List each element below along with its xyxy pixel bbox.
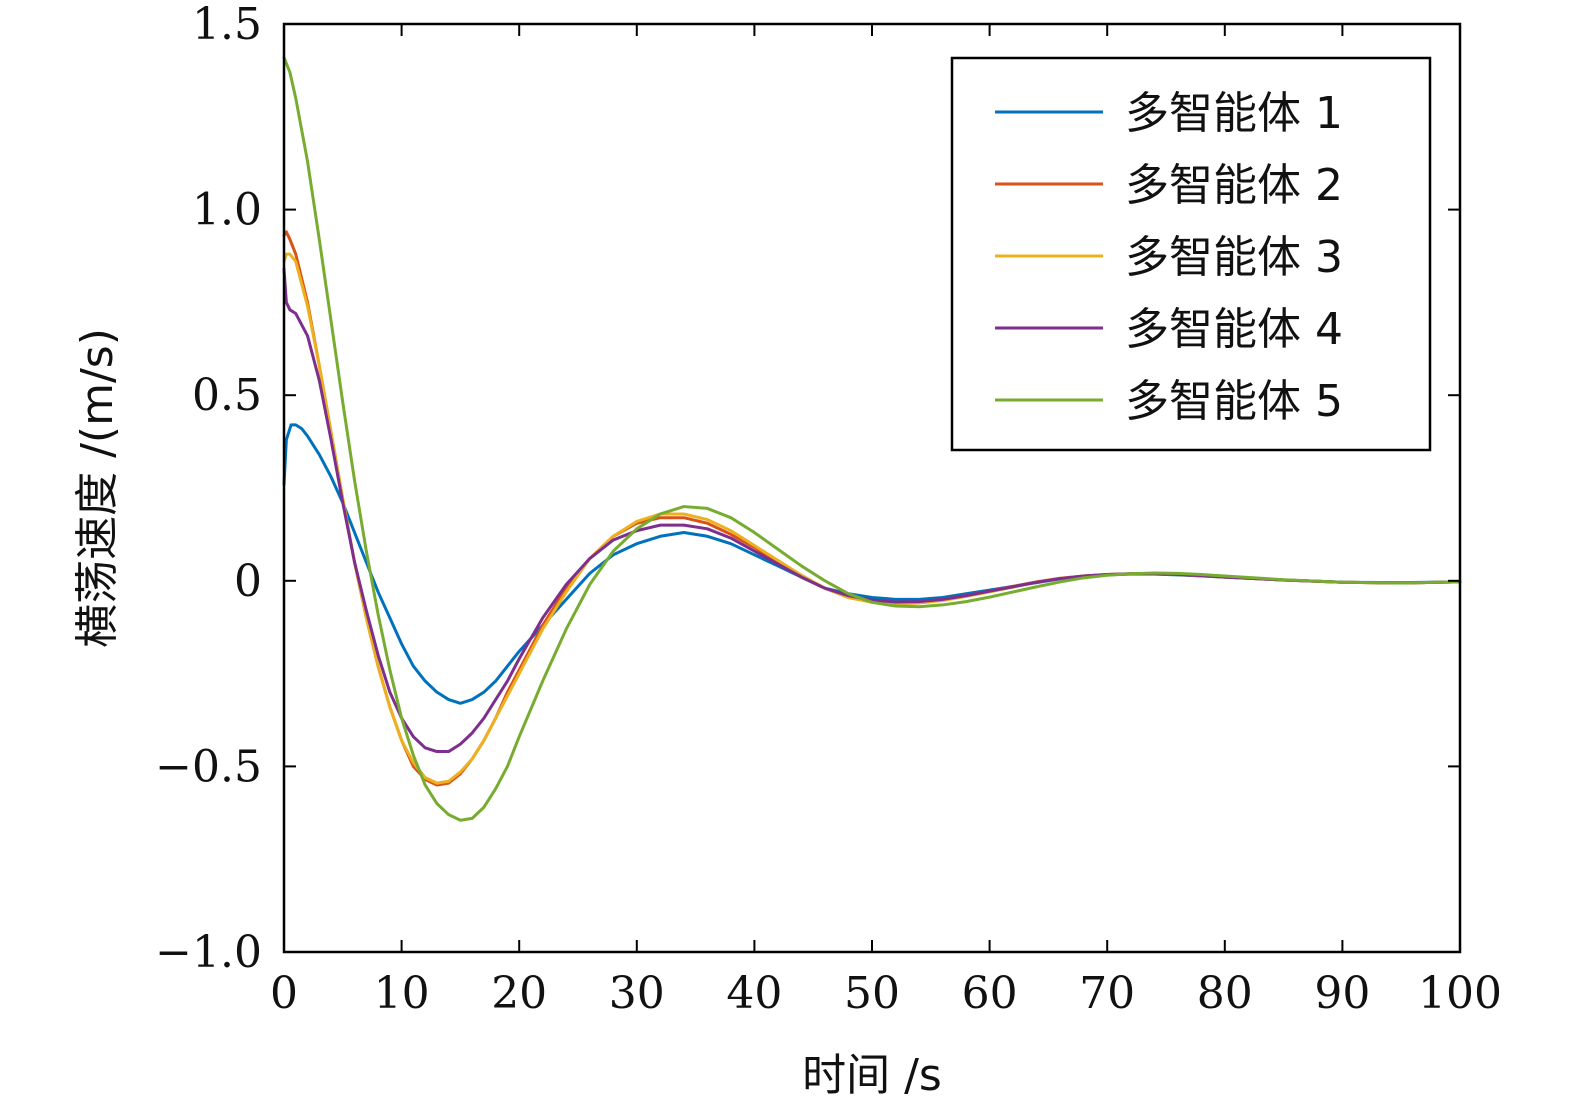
x-tick-label: 30 (609, 968, 665, 1019)
series-layer (282, 55, 1462, 822)
tick-layer: 0 10 20 30 40 50 60 70 80 90 100 −1.0 −0.5 0 0.5 1.0 1.5 (155, 0, 1502, 1019)
legend: 多智能体 1 多智能体 2 多智能体 3 多智能体 4 多智能体 5 (950, 56, 1432, 452)
x-tick-label: 80 (1197, 968, 1253, 1019)
legend-box (950, 56, 1432, 452)
x-tick-label: 20 (491, 968, 547, 1019)
y-tick-label: 1.0 (192, 185, 262, 236)
y-axis-title: 横荡速度 /(m/s) (72, 328, 123, 648)
legend-label-1: 多智能体 1 (1125, 88, 1343, 139)
series-line-5 (282, 55, 1462, 822)
x-axis-title: 时间 /s (802, 1050, 942, 1101)
y-tick-label: 0 (234, 556, 262, 607)
legend-label-4: 多智能体 4 (1125, 304, 1343, 355)
legend-items: 多智能体 1 多智能体 2 多智能体 3 多智能体 4 多智能体 5 (995, 88, 1343, 427)
x-tick-label: 40 (726, 968, 782, 1019)
y-tick-label: −0.5 (155, 741, 262, 792)
legend-label-5: 多智能体 5 (1125, 376, 1343, 427)
y-tick-label: −1.0 (155, 927, 262, 978)
x-tick-label: 60 (962, 968, 1018, 1019)
x-tick-label: 10 (374, 968, 430, 1019)
legend-label-3: 多智能体 3 (1125, 232, 1343, 283)
x-tick-label: 70 (1079, 968, 1135, 1019)
x-tick-label: 90 (1314, 968, 1370, 1019)
x-tick-label: 100 (1418, 968, 1502, 1019)
legend-label-2: 多智能体 2 (1125, 160, 1343, 211)
y-tick-label: 0.5 (192, 370, 262, 421)
x-tick-label: 50 (844, 968, 900, 1019)
x-tick-label: 0 (270, 968, 298, 1019)
y-tick-label: 1.5 (192, 0, 262, 50)
